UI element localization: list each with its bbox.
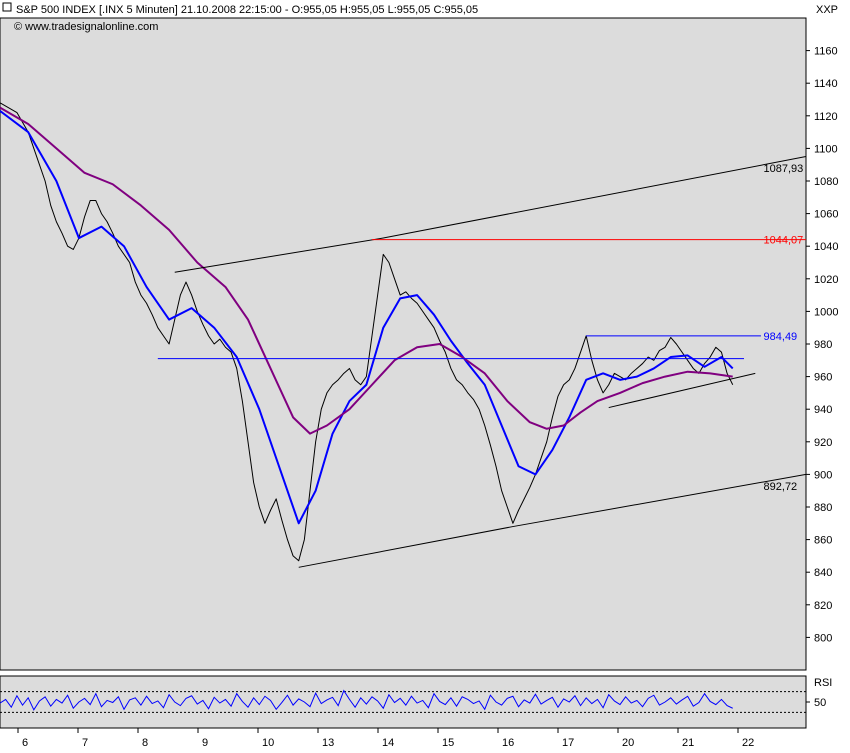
x-tick-label: 15: [442, 737, 454, 749]
level-annotation: 1044,07: [764, 235, 804, 247]
y-tick-label: 1060: [814, 209, 838, 221]
price-panel: [0, 17, 807, 671]
x-tick-label: 9: [202, 737, 208, 749]
window-box-icon[interactable]: [2, 2, 12, 12]
y-tick-label: 880: [814, 502, 832, 514]
level-annotation: 892,72: [764, 481, 798, 493]
x-tick-label: 17: [562, 737, 574, 749]
level-annotation: 984,49: [764, 331, 798, 343]
y-tick-label: 1020: [814, 274, 838, 286]
y-tick-label: 840: [814, 567, 832, 579]
y-tick-label: 960: [814, 372, 832, 384]
fast-moving-average-line: [0, 110, 734, 525]
y-tick-label: 820: [814, 600, 832, 612]
rsi-tick-label: 50: [814, 697, 826, 709]
y-tick-label: 1140: [814, 78, 838, 90]
x-tick-label: 10: [262, 737, 274, 749]
y-tick-label: 1080: [814, 176, 838, 188]
upper-trend-channel-line: [174, 156, 807, 273]
axis-layer: 800 820 840 860 880 900 920 940 960 980 1000 1020 10…: [806, 46, 838, 644]
x-tick-label: 6: [22, 737, 28, 749]
triangle-support-line: [608, 372, 756, 409]
series-layer: [0, 102, 807, 568]
x-tick-label: 20: [622, 737, 634, 749]
y-tick-label: 1000: [814, 306, 838, 318]
rsi-layer: 50: [0, 689, 826, 713]
source-credit: © www.tradesignalonline.com: [14, 21, 158, 33]
price-line: [0, 102, 734, 562]
rsi-label: RSI: [814, 677, 832, 689]
annotation-layer: 1087,93 1044,07 984,49 892,72: [764, 163, 804, 493]
lower-trend-channel-line: [298, 473, 807, 568]
title-bar: S&P 500 INDEX [.INX 5 Minuten] 21.10.200…: [2, 2, 838, 33]
chart-title: S&P 500 INDEX [.INX 5 Minuten] 21.10.200…: [16, 4, 478, 16]
rsi-line: [0, 689, 733, 711]
x-tick-label: 22: [742, 737, 754, 749]
slow-moving-average-line: [0, 106, 733, 435]
y-tick-label: 920: [814, 437, 832, 449]
y-tick-label: 940: [814, 404, 832, 416]
x-axis-layer: 6 7 8 9 10 13 14 15 16 17 20 21 22: [17, 728, 754, 749]
x-tick-label: 14: [382, 737, 394, 749]
y-tick-label: 1120: [814, 111, 838, 123]
y-tick-label: 1040: [814, 241, 838, 253]
y-tick-label: 860: [814, 535, 832, 547]
y-tick-label: 1100: [814, 143, 838, 155]
y-tick-label: 800: [814, 632, 832, 644]
x-tick-label: 21: [682, 737, 694, 749]
level-annotation: 1087,93: [764, 163, 804, 175]
y-tick-label: 1160: [814, 46, 838, 58]
y-tick-label: 900: [814, 469, 832, 481]
x-tick-label: 8: [142, 737, 148, 749]
x-tick-label: 16: [502, 737, 514, 749]
exchange-label: XXP: [816, 4, 838, 16]
y-tick-label: 980: [814, 339, 832, 351]
x-tick-label: 13: [322, 737, 334, 749]
x-tick-label: 7: [82, 737, 88, 749]
